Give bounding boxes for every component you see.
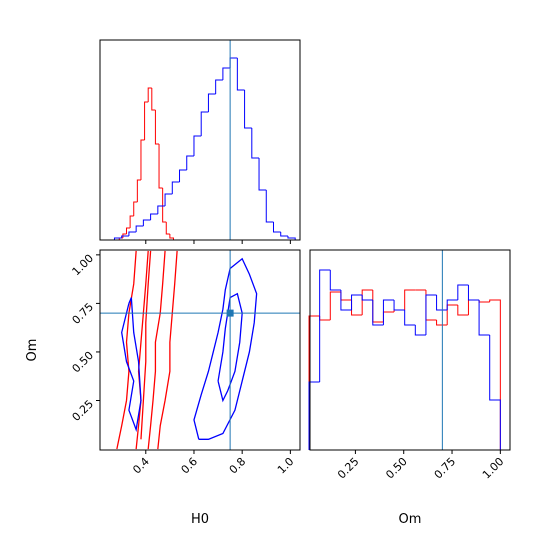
histogram-bin: [478, 300, 490, 336]
panel-frame: [99, 249, 301, 451]
histogram-bin: [164, 193, 173, 206]
histogram-bin: [113, 237, 122, 240]
histogram-bin: [128, 231, 137, 236]
histogram-bin: [229, 57, 238, 68]
histogram-bin: [319, 316, 331, 321]
histogram-bin: [308, 315, 320, 450]
histogram-bin: [467, 285, 480, 301]
histogram-bin: [142, 219, 151, 226]
y-axis-label: Om: [25, 339, 40, 362]
histogram-bin: [121, 235, 129, 238]
histogram-bin: [135, 225, 144, 232]
histogram-bin: [162, 188, 167, 223]
histogram-bin: [265, 190, 274, 223]
x-tick-label: 0.4: [130, 455, 152, 477]
histogram-bin: [478, 300, 490, 303]
x-tick-label: 1.0: [275, 455, 297, 477]
histogram-bin: [236, 58, 245, 91]
y-tick-label: 0.50: [70, 349, 97, 376]
histogram-bin: [404, 289, 416, 310]
contour-line: [121, 297, 142, 433]
histogram-bin: [140, 139, 145, 180]
histogram-bin: [179, 169, 187, 182]
x-tick-label: 0.8: [227, 455, 249, 477]
histogram-bin: [122, 233, 127, 238]
histogram-bin: [287, 236, 296, 240]
x-axis-label: H0: [191, 512, 209, 527]
histogram-bin: [361, 295, 373, 301]
histogram-bin: [150, 213, 158, 220]
y-tick-label: 0.75: [70, 300, 97, 327]
contour-line: [147, 250, 166, 450]
histogram-bin: [169, 234, 174, 240]
histogram-bin: [129, 215, 134, 228]
histogram-bin: [207, 93, 216, 112]
histogram-bin: [404, 310, 416, 326]
contour-line: [135, 250, 149, 450]
histogram-bin: [467, 299, 480, 315]
histogram-bin: [393, 300, 405, 311]
histogram-bin: [372, 290, 384, 323]
histogram-bin: [489, 299, 501, 450]
histogram-bin: [144, 101, 149, 140]
contour-line: [193, 257, 258, 440]
histogram-bin: [126, 227, 131, 234]
histogram-bin: [446, 304, 458, 325]
histogram-bin: [133, 201, 138, 216]
histogram-bin: [319, 269, 331, 382]
histogram-bin: [351, 294, 363, 310]
histogram-bin: [280, 232, 288, 237]
histogram-bin: [382, 299, 395, 325]
histogram-bin: [436, 320, 448, 326]
histogram-bin: [457, 284, 469, 300]
histogram-bin: [340, 292, 352, 301]
histogram-bin: [158, 144, 163, 189]
histogram-bin: [457, 305, 469, 316]
histogram-bin: [186, 155, 194, 170]
y-tick-label: 0.25: [70, 397, 97, 424]
histogram-bin: [154, 110, 160, 145]
histogram-bin: [222, 67, 231, 80]
histogram-bin: [329, 270, 341, 291]
histogram-bin: [136, 179, 141, 202]
contour-line: [116, 250, 137, 450]
histogram-bin: [193, 135, 202, 156]
histogram-bin: [272, 222, 281, 233]
histogram-bin: [251, 128, 260, 159]
histogram-bin: [382, 311, 395, 322]
x-tick-label: 0.75: [432, 455, 459, 482]
histogram-bin: [425, 294, 437, 335]
panel-frame: [309, 249, 511, 451]
contour-line: [140, 250, 152, 440]
histogram-bin: [244, 90, 252, 129]
histogram-bin: [147, 87, 152, 102]
histogram-bin: [489, 335, 501, 450]
panel-frame: [99, 39, 301, 241]
histogram-bin: [436, 295, 448, 311]
histogram-bin: [372, 300, 384, 326]
x-tick-label: 0.50: [383, 455, 410, 482]
histogram-bin: [165, 222, 170, 235]
histogram-bin: [171, 181, 180, 194]
histogram-bin: [329, 291, 341, 320]
x-tick-label: 0.6: [179, 455, 201, 477]
histogram-bin: [308, 381, 320, 450]
histogram-bin: [351, 300, 363, 316]
histogram-bin: [151, 88, 156, 111]
histogram-bin: [446, 299, 458, 310]
histogram-bin: [200, 111, 209, 136]
histogram-bin: [414, 325, 426, 336]
x-tick-label: 0.25: [335, 455, 362, 482]
x-axis-label: Om: [399, 512, 422, 527]
x-tick-label: 1.00: [480, 455, 507, 482]
histogram-bin: [258, 158, 267, 191]
histogram-bin: [361, 289, 373, 315]
contour-line: [157, 250, 178, 450]
y-tick-label: 1.00: [70, 252, 97, 279]
histogram-bin: [215, 79, 223, 94]
histogram-bin: [340, 290, 352, 311]
truth-marker: [226, 309, 234, 317]
histogram-bin: [157, 205, 166, 214]
